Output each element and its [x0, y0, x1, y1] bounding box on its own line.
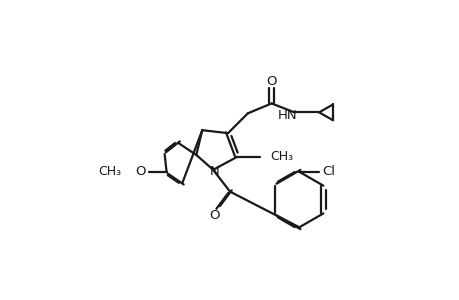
- Text: HN: HN: [277, 109, 297, 122]
- Text: O: O: [135, 165, 146, 178]
- Text: O: O: [208, 209, 219, 222]
- Text: N: N: [209, 165, 218, 178]
- Text: CH₃: CH₃: [270, 150, 293, 164]
- Text: O: O: [266, 75, 276, 88]
- Text: CH₃: CH₃: [98, 165, 121, 178]
- Text: Cl: Cl: [322, 165, 335, 178]
